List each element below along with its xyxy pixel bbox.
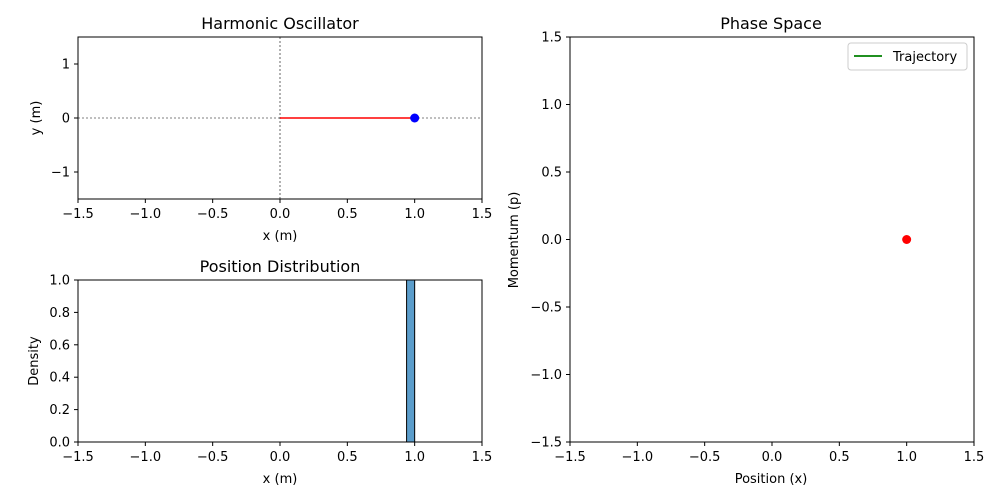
phase-x-axis-label: Position (x) [735, 472, 808, 487]
oscillator-x-axis-label: x (m) [263, 229, 298, 244]
oscillator-x-tick-label: 1.0 [404, 207, 425, 222]
phase-x-ticks: −1.5 −1.0 −0.5 0.0 0.5 1.0 1.5 [554, 442, 984, 465]
phase-plot-area [570, 37, 974, 442]
phase-x-tick-label: −1.5 [554, 450, 586, 465]
phase-y-tick-label: −1.0 [530, 368, 562, 383]
phase-y-tick-label: 1.0 [541, 98, 562, 113]
phase-y-tick-label: 0.5 [541, 166, 562, 181]
oscillator-y-tick-label: −1 [51, 166, 70, 181]
phase-y-ticks: −1.5 −1.0 −0.5 0.0 0.5 1.0 1.5 [530, 31, 570, 451]
distribution-x-tick-label: 0.5 [337, 450, 358, 465]
phase-title: Phase Space [720, 14, 822, 33]
oscillator-x-tick-label: 1.5 [472, 207, 493, 222]
distribution-plot-area [78, 280, 482, 442]
phase-current-point [902, 235, 912, 244]
phase-y-tick-label: 1.5 [541, 31, 562, 46]
distribution-y-tick-label: 1.0 [49, 274, 70, 289]
oscillator-y-tick-label: 1 [62, 58, 70, 73]
distribution-bar [406, 279, 416, 443]
phase-legend-label: Trajectory [892, 50, 957, 65]
distribution-title: Position Distribution [200, 257, 361, 276]
distribution-x-tick-label: 0.0 [270, 450, 291, 465]
distribution-panel: Position Distribution −1.5 −1.0 −0.5 0.0 0.5… [27, 257, 492, 487]
oscillator-x-tick-label: −1.0 [130, 207, 162, 222]
phase-panel: Phase Space −1.5 −1.0 −0.5 0.0 0.5 1.0 1.5 −1.… [507, 14, 984, 487]
phase-legend-box [847, 42, 968, 71]
phase-y-tick-label: −0.5 [530, 301, 562, 316]
distribution-y-tick-label: 0.0 [49, 436, 70, 451]
oscillator-mass-point [410, 113, 420, 123]
oscillator-panel: Harmonic Oscillator −1.5 −1.0 −0.5 0.0 0.5 1.… [29, 14, 492, 244]
distribution-x-axis-label: x (m) [263, 472, 298, 487]
oscillator-x-tick-label: 0.0 [270, 207, 291, 222]
phase-x-tick-label: 0.5 [829, 450, 850, 465]
distribution-x-tick-label: 1.0 [404, 450, 425, 465]
phase-x-tick-label: 0.0 [762, 450, 783, 465]
distribution-y-axis-label: Density [27, 336, 42, 386]
oscillator-y-ticks: −1 0 1 [51, 58, 78, 181]
distribution-x-tick-label: −0.5 [197, 450, 229, 465]
phase-legend: Trajectory [847, 42, 968, 71]
phase-y-tick-label: 0.0 [541, 233, 562, 248]
phase-x-tick-label: 1.5 [964, 450, 985, 465]
phase-y-tick-label: −1.5 [530, 436, 562, 451]
phase-y-axis-label: Momentum (p) [507, 192, 522, 289]
oscillator-title: Harmonic Oscillator [201, 14, 359, 33]
distribution-y-tick-label: 0.4 [49, 371, 70, 386]
distribution-x-tick-label: −1.5 [62, 450, 94, 465]
distribution-x-tick-label: 1.5 [472, 450, 493, 465]
distribution-y-tick-label: 0.8 [49, 306, 70, 321]
oscillator-x-tick-label: 0.5 [337, 207, 358, 222]
oscillator-y-tick-label: 0 [62, 112, 70, 127]
distribution-y-tick-label: 0.6 [49, 338, 70, 353]
phase-x-tick-label: −1.0 [622, 450, 654, 465]
distribution-y-tick-label: 0.2 [49, 403, 70, 418]
distribution-y-ticks: 0.0 0.2 0.4 0.6 0.8 1.0 [49, 274, 78, 451]
oscillator-x-tick-label: −1.5 [62, 207, 94, 222]
oscillator-y-axis-label: y (m) [29, 101, 44, 136]
oscillator-x-tick-label: −0.5 [197, 207, 229, 222]
phase-x-tick-label: −0.5 [689, 450, 721, 465]
oscillator-x-ticks: −1.5 −1.0 −0.5 0.0 0.5 1.0 1.5 [62, 199, 492, 222]
distribution-bars [406, 279, 416, 443]
phase-x-tick-label: 1.0 [896, 450, 917, 465]
distribution-x-ticks: −1.5 −1.0 −0.5 0.0 0.5 1.0 1.5 [62, 442, 492, 465]
distribution-x-tick-label: −1.0 [130, 450, 162, 465]
